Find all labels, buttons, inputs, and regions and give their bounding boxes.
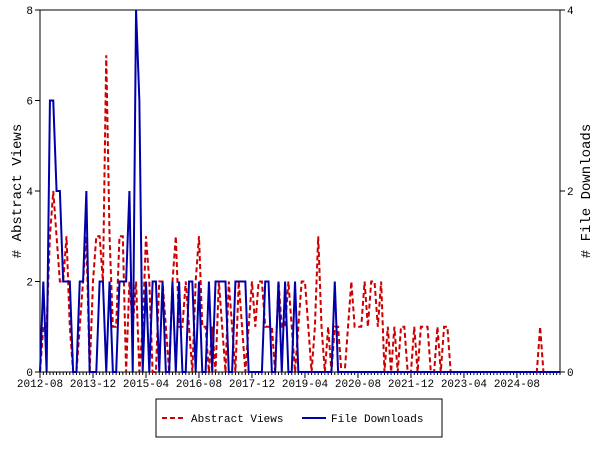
- y-tick-label: 0: [26, 368, 33, 380]
- x-tick-label: 2017-12: [229, 379, 275, 391]
- x-tick-label: 2023-04: [441, 379, 488, 391]
- x-tick-label: 2016-08: [176, 379, 222, 391]
- y2-tick-label: 4: [567, 6, 574, 18]
- series-line: [39, 9, 560, 373]
- y2-tick-label: 2: [567, 187, 574, 199]
- x-tick-label: 2020-08: [335, 379, 381, 391]
- x-tick-label: 2019-04: [282, 379, 329, 391]
- y2-tick-label: 0: [567, 368, 574, 380]
- x-tick-label: 2012-08: [17, 379, 63, 391]
- legend-label: Abstract Views: [191, 414, 283, 426]
- x-tick-label: 2024-08: [494, 379, 540, 391]
- legend: [155, 398, 443, 438]
- y-tick-label: 6: [26, 97, 33, 109]
- legend-label: File Downloads: [331, 414, 423, 426]
- y-tick-label: 4: [26, 187, 33, 199]
- y-tick-label: 2: [26, 278, 33, 290]
- x-tick-label: 2021-12: [388, 379, 434, 391]
- x-tick-label: 2013-12: [70, 379, 116, 391]
- y-tick-label: 8: [26, 6, 33, 18]
- y2-axis-title: # File Downloads: [579, 124, 595, 258]
- x-tick-label: 2015-04: [123, 379, 170, 391]
- y-axis-title: # Abstract Views: [10, 124, 26, 258]
